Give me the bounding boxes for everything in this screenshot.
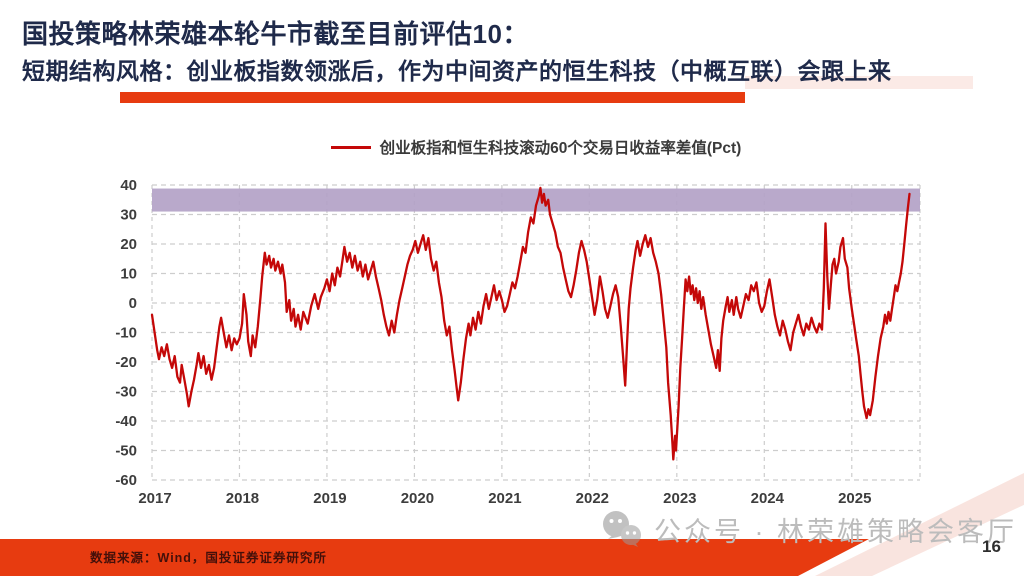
x-tick-label: 2024	[751, 490, 785, 507]
y-tick-label: -40	[115, 413, 137, 430]
y-tick-label: -60	[115, 472, 137, 489]
legend-label: 创业板指和恒生科技滚动60个交易日收益率差值(Pct)	[379, 140, 742, 157]
x-tick-label: 2019	[313, 490, 346, 507]
chart-legend: 创业板指和恒生科技滚动60个交易日收益率差值(Pct)	[152, 136, 920, 158]
x-tick-label: 2025	[838, 490, 871, 507]
y-tick-label: -30	[115, 384, 137, 401]
x-tick-label: 2018	[226, 490, 259, 507]
legend-line-mark	[330, 145, 371, 149]
y-tick-label: 40	[120, 177, 137, 194]
y-tick-label: 0	[129, 295, 137, 312]
y-tick-label: -10	[115, 325, 137, 342]
x-tick-label: 2020	[401, 490, 434, 507]
y-tick-label: 10	[120, 266, 137, 283]
wechat-watermark: 公众号 · 林荣雄策略会客厅	[598, 507, 1017, 551]
x-tick-label: 2023	[663, 490, 696, 507]
y-tick-label: 20	[120, 236, 137, 253]
wechat-icon	[603, 511, 641, 547]
x-tick-label: 2021	[488, 490, 521, 507]
x-tick-label: 2017	[138, 490, 171, 507]
x-tick-label: 2022	[576, 490, 609, 507]
page-number: 16	[982, 537, 1001, 556]
watermark-label: 公众号 · 林荣雄策略会客厅	[654, 516, 1017, 547]
page-title: 国投策略林荣雄本轮牛市截至目前评估10：	[22, 19, 529, 49]
highlight-band	[152, 188, 920, 212]
footer-source-text: 数据来源：Wind，国投证券证券研究所	[90, 551, 327, 565]
y-tick-label: 30	[120, 207, 137, 224]
title-accent-bar	[120, 92, 745, 103]
series-line	[150, 186, 911, 461]
y-tick-label: -50	[115, 443, 137, 460]
subtitle-highlight	[745, 76, 973, 89]
page-subtitle: 短期结构风格：创业板指数领涨后，作为中间资产的恒生科技（中概互联）会跟上来	[22, 58, 892, 84]
y-tick-label: -20	[115, 354, 137, 371]
